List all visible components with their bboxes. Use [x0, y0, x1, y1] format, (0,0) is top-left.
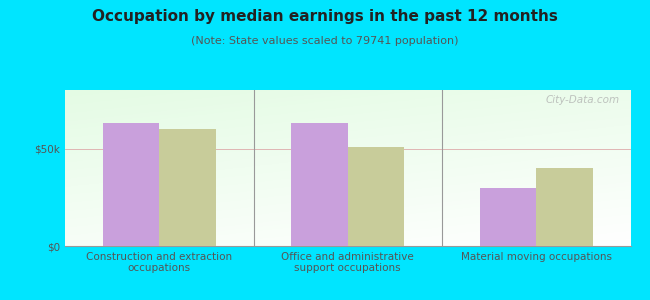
- Bar: [536, 168, 593, 246]
- Text: City-Data.com: City-Data.com: [545, 95, 619, 105]
- Bar: [291, 123, 348, 246]
- Bar: [480, 188, 536, 246]
- Bar: [103, 123, 159, 246]
- Bar: [348, 147, 404, 246]
- Text: Occupation by median earnings in the past 12 months: Occupation by median earnings in the pas…: [92, 9, 558, 24]
- Text: (Note: State values scaled to 79741 population): (Note: State values scaled to 79741 popu…: [191, 36, 459, 46]
- Bar: [159, 129, 216, 246]
